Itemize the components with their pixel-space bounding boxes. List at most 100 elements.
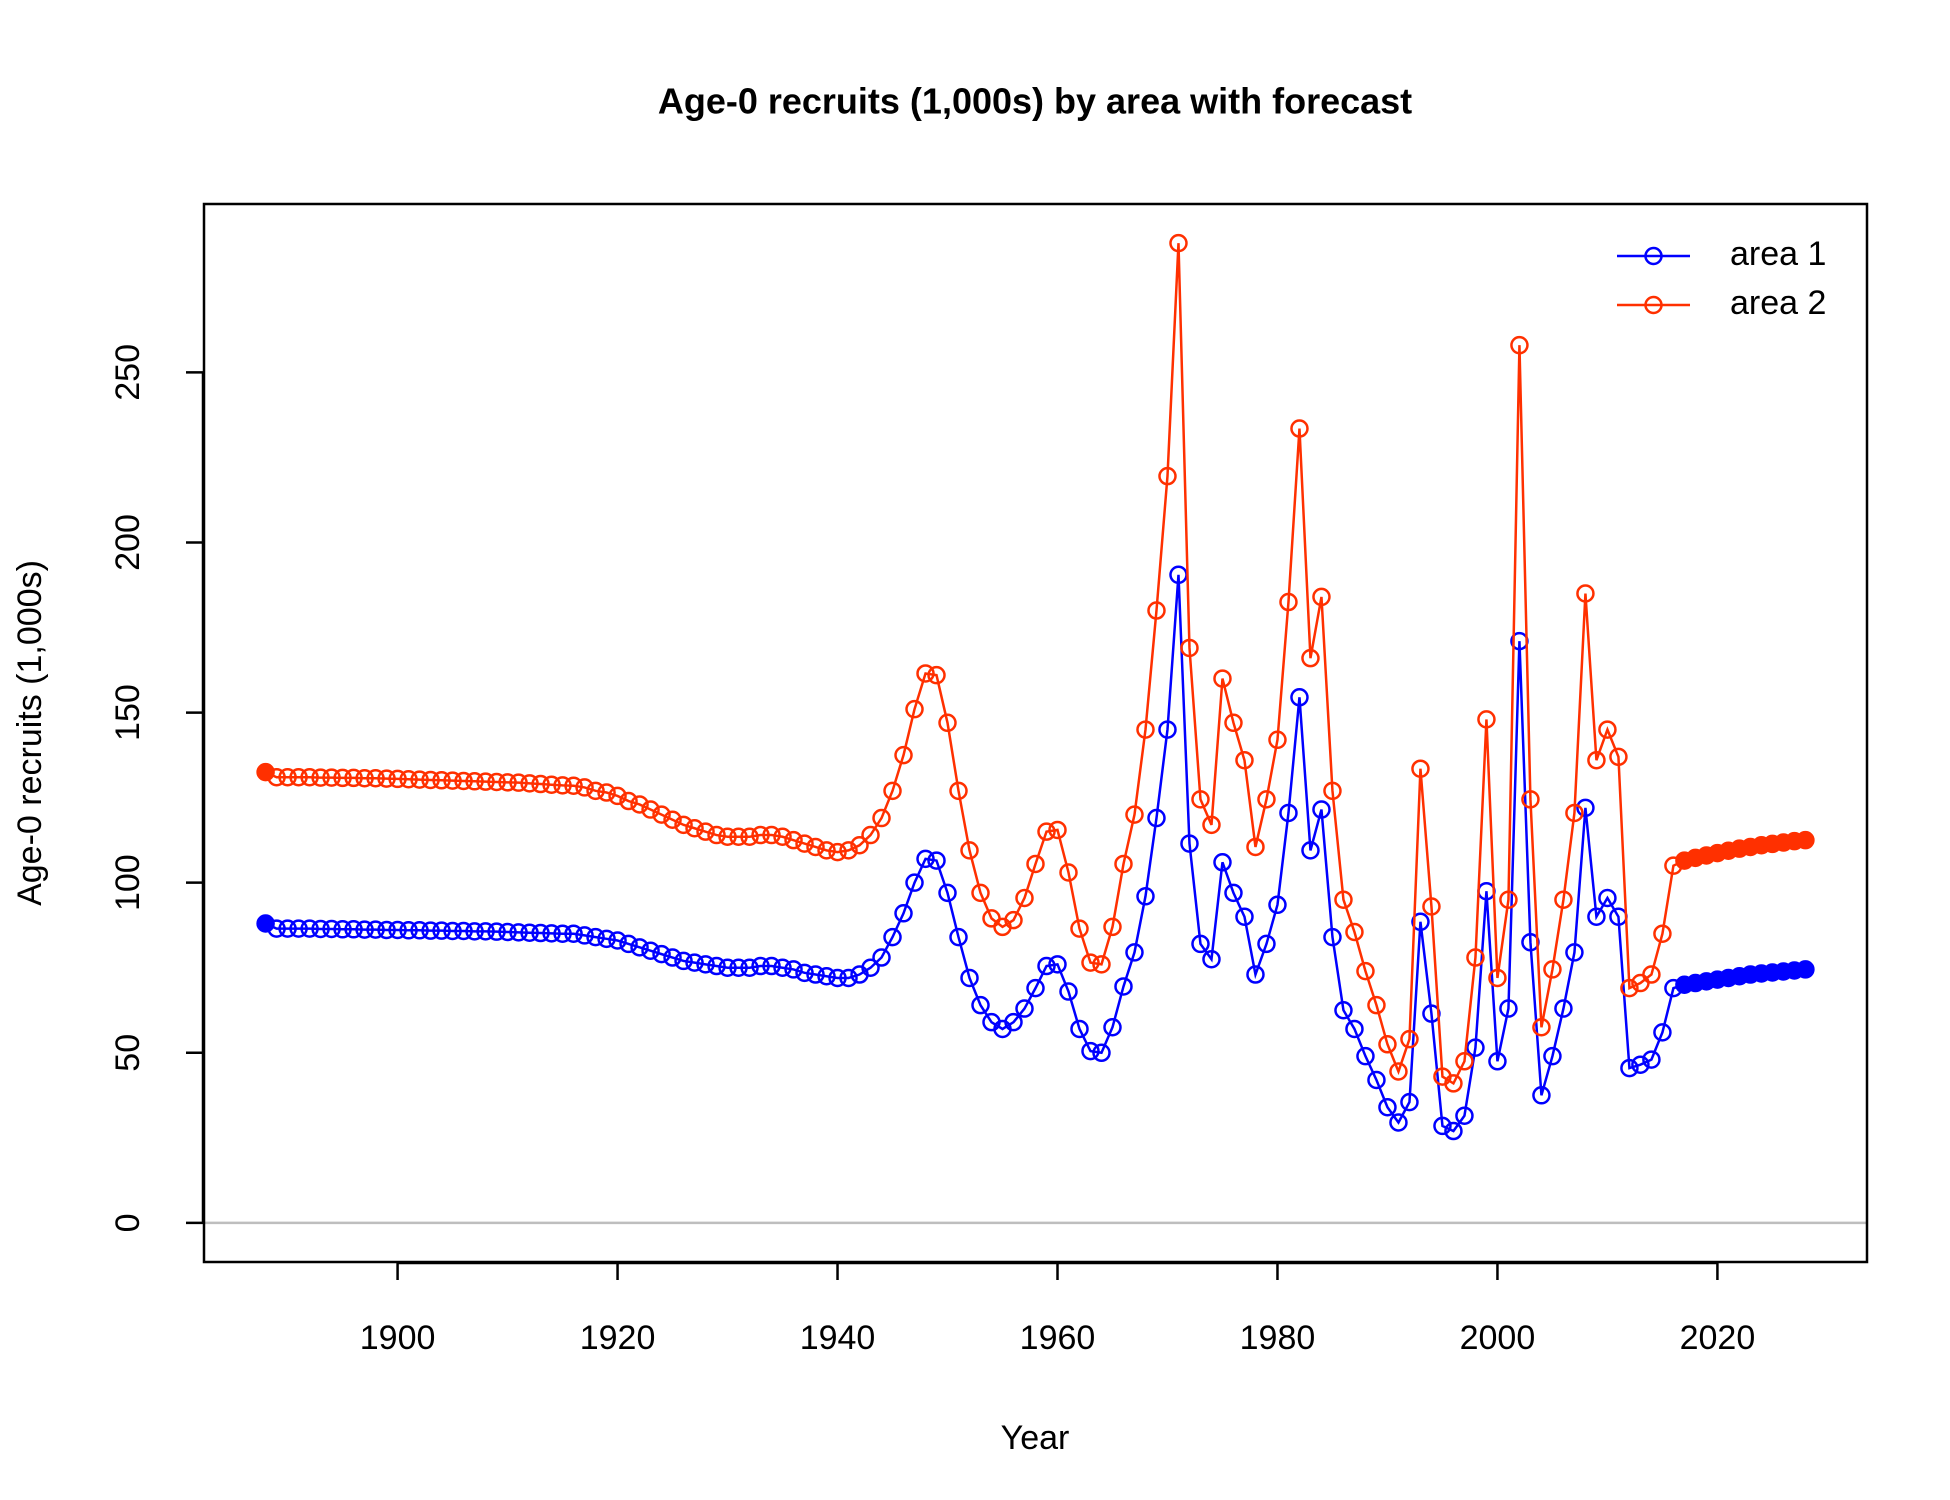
data-point xyxy=(663,948,682,967)
data-point xyxy=(1444,1074,1463,1093)
data-point xyxy=(608,931,627,950)
data-point xyxy=(828,842,847,862)
data-point xyxy=(509,773,528,792)
data-point xyxy=(267,767,286,787)
data-point xyxy=(542,924,561,943)
series-line xyxy=(265,574,1806,1133)
data-point xyxy=(1345,1019,1364,1039)
data-point xyxy=(432,921,451,940)
data-point xyxy=(1037,956,1056,976)
data-point xyxy=(366,768,385,788)
data-point xyxy=(1048,820,1067,840)
data-point xyxy=(1224,713,1243,733)
data-point xyxy=(1499,999,1518,1018)
data-point xyxy=(564,924,583,943)
data-point xyxy=(1554,999,1573,1018)
data-point xyxy=(762,825,781,845)
data-point xyxy=(1653,924,1672,943)
legend-marker xyxy=(1644,295,1663,315)
data-point xyxy=(905,873,924,892)
data-point xyxy=(454,771,473,791)
data-point xyxy=(278,767,297,787)
data-point xyxy=(1796,830,1815,850)
data-point xyxy=(1125,943,1144,962)
data-point xyxy=(1433,1116,1452,1136)
x-tick-label: 2020 xyxy=(1680,1319,1756,1357)
x-tick-label: 2000 xyxy=(1460,1319,1536,1357)
data-point xyxy=(949,781,968,801)
x-tick-label: 1920 xyxy=(580,1319,656,1357)
y-tick-label: 150 xyxy=(109,684,147,741)
data-point xyxy=(1565,803,1584,823)
data-point xyxy=(1499,890,1518,909)
data-point xyxy=(1136,720,1155,739)
data-point xyxy=(729,827,748,847)
data-point xyxy=(454,921,473,941)
data-point xyxy=(487,772,506,792)
data-point xyxy=(564,776,583,795)
data-point xyxy=(476,922,495,941)
data-point xyxy=(1191,790,1210,809)
data-point xyxy=(1081,1041,1100,1061)
x-axis-label: Year xyxy=(1001,1419,1070,1457)
data-point xyxy=(850,836,869,855)
data-point xyxy=(740,958,759,977)
data-point xyxy=(575,778,594,797)
data-point xyxy=(1455,1106,1474,1125)
data-point xyxy=(333,768,352,788)
data-point xyxy=(1400,1029,1419,1049)
data-point xyxy=(960,968,979,988)
data-point xyxy=(1389,1113,1408,1132)
data-point xyxy=(1378,1035,1397,1054)
data-point xyxy=(575,926,594,945)
data-point xyxy=(322,768,341,787)
data-point xyxy=(333,920,352,939)
data-point xyxy=(1037,822,1056,841)
data-point xyxy=(1059,982,1078,1001)
data-point xyxy=(1246,965,1265,984)
data-point xyxy=(1422,897,1441,916)
data-point xyxy=(883,781,902,801)
data-point xyxy=(300,919,319,938)
data-point xyxy=(652,944,671,964)
data-point xyxy=(1532,1018,1551,1037)
data-point xyxy=(300,767,319,787)
legend-label: area 2 xyxy=(1730,284,1826,322)
data-point xyxy=(421,921,440,940)
data-point xyxy=(1301,841,1320,860)
data-point xyxy=(1202,949,1221,969)
data-point xyxy=(1048,955,1067,974)
data-point xyxy=(1598,888,1617,908)
data-point xyxy=(1323,927,1342,947)
data-point xyxy=(355,768,374,788)
data-point xyxy=(817,841,836,860)
data-point xyxy=(289,919,308,938)
data-point xyxy=(399,770,418,789)
data-point xyxy=(718,827,737,847)
data-point xyxy=(1180,638,1199,658)
y-tick-label: 250 xyxy=(109,344,147,401)
data-point xyxy=(1268,730,1287,750)
data-point xyxy=(1466,948,1485,967)
data-point xyxy=(839,841,858,860)
data-point xyxy=(1576,584,1595,603)
data-point xyxy=(498,922,517,942)
data-point xyxy=(1411,759,1430,778)
data-point xyxy=(344,920,363,939)
data-point xyxy=(707,825,726,845)
data-point xyxy=(751,825,770,845)
data-point xyxy=(311,768,330,787)
data-point xyxy=(1004,910,1023,930)
data-point xyxy=(597,783,616,802)
data-point xyxy=(1015,999,1034,1018)
data-point xyxy=(1257,790,1276,809)
data-point xyxy=(1653,1023,1672,1042)
data-point xyxy=(344,768,363,788)
data-point xyxy=(872,948,891,967)
data-point xyxy=(1092,1043,1111,1063)
data-point xyxy=(1015,888,1034,908)
data-point xyxy=(1323,781,1342,801)
data-point xyxy=(1257,934,1276,954)
data-point xyxy=(1576,798,1595,818)
